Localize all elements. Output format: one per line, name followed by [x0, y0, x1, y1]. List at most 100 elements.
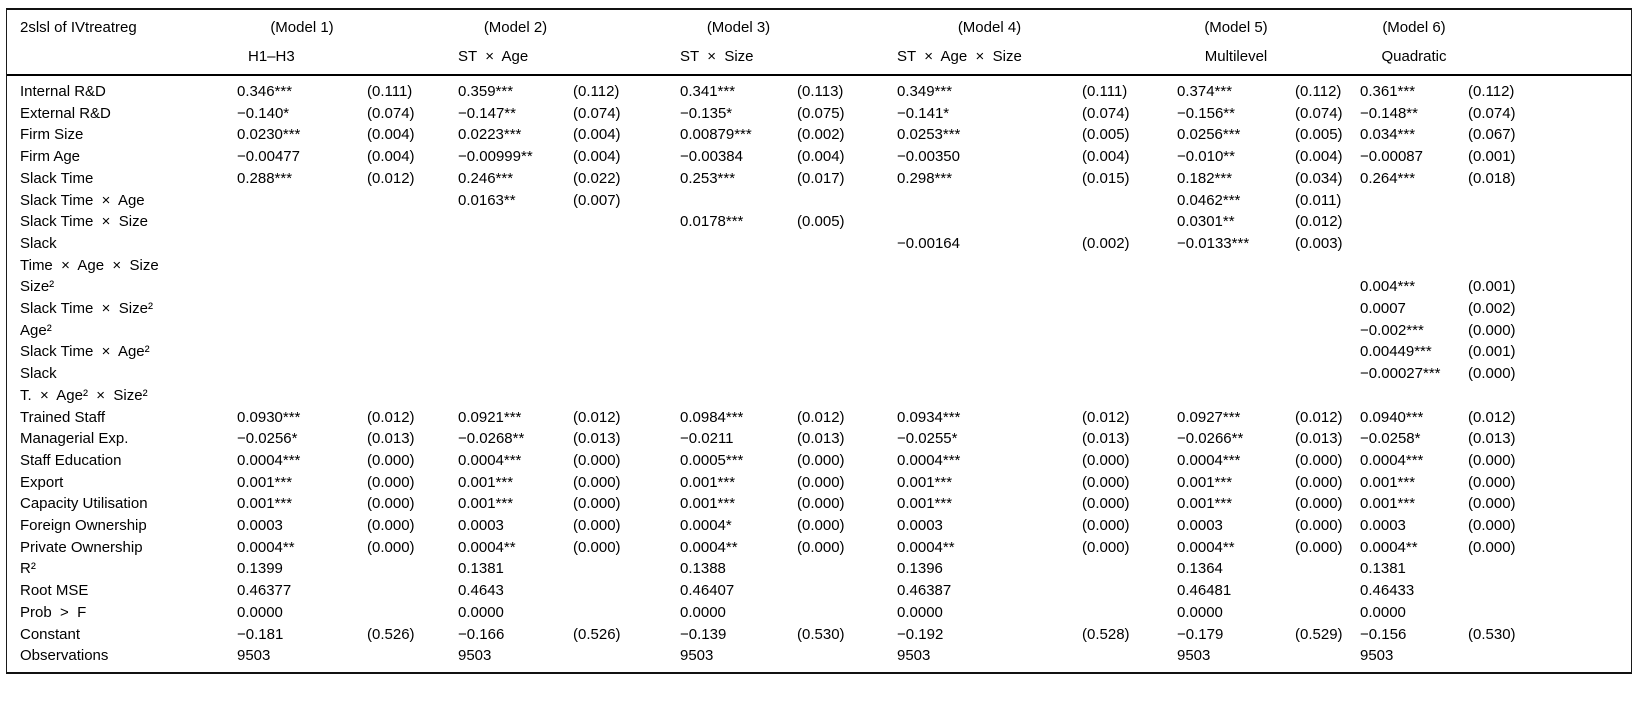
stderr-cell: (0.000) [797, 451, 845, 469]
stderr-cell [1082, 645, 1177, 672]
stderr-cell [1082, 190, 1177, 212]
coefficient-cell: 0.0003 [237, 517, 283, 535]
stderr-cell [797, 558, 897, 580]
coefficient-cell: 0.001*** [897, 495, 953, 513]
row-label: Export [20, 473, 64, 491]
stderr-cell: (0.075) [797, 104, 845, 122]
stderr-cell: (0.526) [367, 625, 415, 643]
coefficient-cell [1177, 276, 1295, 298]
coefficient-cell [1360, 190, 1468, 212]
row-label: Capacity Utilisation [20, 495, 148, 513]
coefficient-cell: 0.0000 [458, 603, 504, 621]
coefficient-cell: 0.0940*** [1360, 408, 1424, 426]
coefficient-cell: 0.264*** [1360, 169, 1416, 187]
stderr-cell: (0.001) [1468, 343, 1516, 361]
stderr-cell [573, 341, 680, 363]
coefficient-cell: −0.0255* [897, 430, 958, 448]
table-row: Slack Time × Age² 0.00449*** (0.001) [7, 341, 1631, 363]
stderr-cell: (0.000) [1082, 451, 1130, 469]
coefficient-cell: 0.001*** [237, 495, 293, 513]
coefficient-cell: 9503 [680, 647, 714, 665]
row-label: Slack Time × Age [20, 191, 145, 209]
stderr-cell [573, 580, 680, 602]
table-row: Slack Time × Age 0.0163** (0.007) 0.0462***… [7, 190, 1631, 212]
coefficient-cell: −0.139 [680, 625, 727, 643]
model-4-subtitle: ST × Age × Size [897, 43, 1082, 76]
stderr-cell [797, 580, 897, 602]
coefficient-cell: 9503 [1177, 647, 1211, 665]
stderr-cell [797, 645, 897, 672]
coefficient-cell [897, 320, 1082, 342]
stderr-cell: (0.001) [1468, 278, 1516, 296]
coefficient-cell [458, 211, 573, 233]
stderr-cell: (0.011) [1295, 191, 1342, 209]
row-label: Trained Staff [20, 408, 106, 426]
row-label: Firm Age [20, 148, 81, 166]
stderr-cell: (0.007) [573, 191, 621, 209]
spacer-cell [367, 10, 458, 43]
row-label: Slack Time × Age × Size [20, 234, 159, 274]
coefficient-cell: 0.001*** [680, 473, 736, 491]
table-row: Slack Time × Age × Size −0.00164 (0.002) −0… [7, 233, 1631, 276]
coefficient-cell: 0.0163** [458, 191, 516, 209]
coefficient-cell: 0.001*** [237, 473, 293, 491]
stderr-cell [1082, 211, 1177, 233]
spacer-cell [1468, 10, 1631, 43]
stderr-cell: (0.529) [1295, 625, 1343, 643]
stderr-cell: (0.000) [573, 495, 621, 513]
coefficient-cell: 0.349*** [897, 83, 953, 100]
stderr-cell: (0.004) [367, 126, 415, 144]
spacer-cell [1468, 43, 1631, 76]
coefficient-cell: 0.359*** [458, 83, 514, 100]
stderr-cell [1295, 602, 1360, 624]
stderr-cell: (0.012) [367, 169, 415, 187]
coefficient-cell [458, 233, 573, 276]
coefficient-cell: 0.0230*** [237, 126, 301, 144]
stderr-cell [573, 276, 680, 298]
coefficient-cell: −0.166 [458, 625, 505, 643]
stderr-cell [367, 558, 458, 580]
coefficient-cell: −0.00027*** [1360, 365, 1441, 383]
coefficient-cell: 9503 [237, 647, 271, 665]
model-subtitle-row: H1–H3 ST × Age ST × Size ST × Age × Size… [7, 43, 1631, 76]
coefficient-cell: 0.0927*** [1177, 408, 1241, 426]
spacer-cell [1295, 10, 1360, 43]
stderr-cell [367, 341, 458, 363]
stderr-cell: (0.012) [1468, 408, 1516, 426]
stderr-cell: (0.005) [1082, 126, 1130, 144]
coefficient-cell: 0.0003 [1360, 517, 1406, 535]
model-4-title: (Model 4) [957, 19, 1022, 36]
coefficient-cell [1177, 341, 1295, 363]
coefficient-cell: −0.135* [680, 104, 733, 122]
table-row: Slack T. × Age² × Size² −0.00027*** (0.000… [7, 363, 1631, 406]
coefficient-cell: −0.147** [458, 104, 516, 122]
coefficient-cell: −0.0256* [237, 430, 298, 448]
stderr-cell: (0.000) [1468, 495, 1516, 513]
stderr-cell: (0.013) [797, 430, 845, 448]
coefficient-cell: 0.0004** [680, 538, 738, 556]
coefficient-cell: −0.192 [897, 625, 944, 643]
coefficient-cell [1177, 298, 1295, 320]
model-5-title: (Model 5) [1204, 19, 1268, 36]
stderr-cell [573, 602, 680, 624]
stderr-cell [573, 558, 680, 580]
stderr-cell: (0.000) [1468, 538, 1516, 556]
stderr-cell: (0.000) [367, 538, 415, 556]
stderr-cell [1082, 580, 1177, 602]
stderr-cell [367, 190, 458, 212]
stderr-cell: (0.067) [1468, 126, 1516, 144]
coefficient-cell: −0.00350 [897, 148, 960, 166]
stderr-cell: (0.074) [1082, 104, 1130, 122]
stderr-cell [1295, 341, 1360, 363]
coefficient-cell: −0.156 [1360, 625, 1407, 643]
stderr-cell [1082, 558, 1177, 580]
coefficient-cell [458, 276, 573, 298]
coefficient-cell [897, 363, 1082, 406]
stderr-cell [367, 211, 458, 233]
coefficient-cell: 0.0007 [1360, 300, 1406, 318]
stderr-cell [367, 363, 458, 406]
stderr-cell [367, 233, 458, 276]
coefficient-cell: 0.0178*** [680, 213, 744, 231]
coefficient-cell: 0.46481 [1177, 582, 1232, 600]
coefficient-cell: −0.179 [1177, 625, 1224, 643]
